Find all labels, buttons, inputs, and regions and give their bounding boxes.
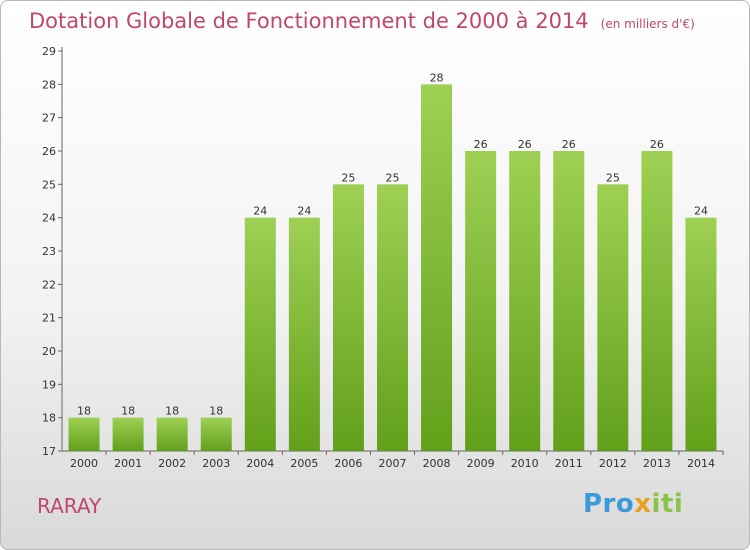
data-label-2002: 18 bbox=[165, 405, 179, 418]
bar-2012 bbox=[597, 184, 629, 452]
x-tick-label-2012: 2012 bbox=[599, 457, 627, 470]
bar-2013 bbox=[641, 151, 673, 451]
x-tick-label-2000: 2000 bbox=[70, 457, 98, 470]
x-tick-label-2001: 2001 bbox=[114, 457, 142, 470]
subtitle-text: (en milliers d'€) bbox=[600, 17, 695, 31]
y-tick-label: 20 bbox=[42, 345, 56, 358]
data-label-2000: 18 bbox=[77, 405, 91, 418]
y-tick-label: 22 bbox=[42, 278, 56, 291]
bar-2009 bbox=[465, 151, 497, 451]
data-label-2009: 26 bbox=[474, 138, 488, 151]
bars: 18 18 18 18 24 24 25 25 28 26 26 26 25 26 24 bbox=[68, 71, 717, 452]
data-label-2006: 25 bbox=[341, 171, 355, 184]
proxiti-logo: Proxiti bbox=[583, 489, 684, 519]
data-label-2005: 24 bbox=[297, 205, 311, 218]
bar-2000 bbox=[68, 417, 100, 451]
bar-2002 bbox=[156, 417, 188, 451]
y-tick-label: 27 bbox=[42, 112, 56, 125]
data-label-2012: 25 bbox=[606, 171, 620, 184]
bar-2011 bbox=[553, 151, 585, 451]
x-tick-label-2008: 2008 bbox=[423, 457, 451, 470]
axes: 17 18 19 20 21 22 23 24 25 26 27 28 29 2000 2001 2002 20… bbox=[42, 45, 724, 470]
x-tick-label-2011: 2011 bbox=[555, 457, 583, 470]
bar-2014 bbox=[685, 217, 717, 451]
x-tick-label-2005: 2005 bbox=[290, 457, 318, 470]
bar-2005 bbox=[288, 217, 320, 451]
data-label-2003: 18 bbox=[209, 405, 223, 418]
x-tick-label-2004: 2004 bbox=[246, 457, 274, 470]
y-tick-label: 28 bbox=[42, 78, 56, 91]
y-tick-label: 25 bbox=[42, 178, 56, 191]
chart-title: Dotation Globale de Fonctionnement de 20… bbox=[29, 9, 695, 33]
bar-2003 bbox=[200, 417, 232, 451]
x-tick-label-2002: 2002 bbox=[158, 457, 186, 470]
y-tick-label: 19 bbox=[42, 378, 56, 391]
data-label-2014: 24 bbox=[694, 205, 708, 218]
bar-2006 bbox=[332, 184, 364, 452]
y-tick-label: 18 bbox=[42, 412, 56, 425]
x-tick-label-2003: 2003 bbox=[202, 457, 230, 470]
y-tick-label: 21 bbox=[42, 312, 56, 325]
x-tick-label-2006: 2006 bbox=[334, 457, 362, 470]
x-tick-label-2007: 2007 bbox=[379, 457, 407, 470]
data-label-2013: 26 bbox=[650, 138, 664, 151]
data-label-2007: 25 bbox=[386, 171, 400, 184]
bar-2001 bbox=[112, 417, 144, 451]
y-tick-label: 29 bbox=[42, 45, 56, 58]
y-tick-label: 24 bbox=[42, 212, 56, 225]
x-tick-label-2013: 2013 bbox=[643, 457, 671, 470]
x-tick-label-2009: 2009 bbox=[467, 457, 495, 470]
commune-name: RARAY bbox=[37, 494, 102, 518]
data-label-2004: 24 bbox=[253, 205, 267, 218]
x-tick-label-2014: 2014 bbox=[687, 457, 715, 470]
bar-2007 bbox=[377, 184, 408, 452]
y-tick-label: 23 bbox=[42, 245, 56, 258]
title-text: Dotation Globale de Fonctionnement de 20… bbox=[29, 9, 589, 33]
y-tick-label: 17 bbox=[42, 445, 56, 458]
bar-2008 bbox=[421, 84, 453, 451]
bar-2010 bbox=[509, 151, 541, 451]
y-tick-label: 26 bbox=[42, 145, 56, 158]
bar-2004 bbox=[244, 217, 276, 451]
data-label-2011: 26 bbox=[562, 138, 576, 151]
data-label-2001: 18 bbox=[121, 405, 135, 418]
x-tick-label-2010: 2010 bbox=[511, 457, 539, 470]
data-label-2008: 28 bbox=[430, 71, 444, 84]
data-label-2010: 26 bbox=[518, 138, 532, 151]
